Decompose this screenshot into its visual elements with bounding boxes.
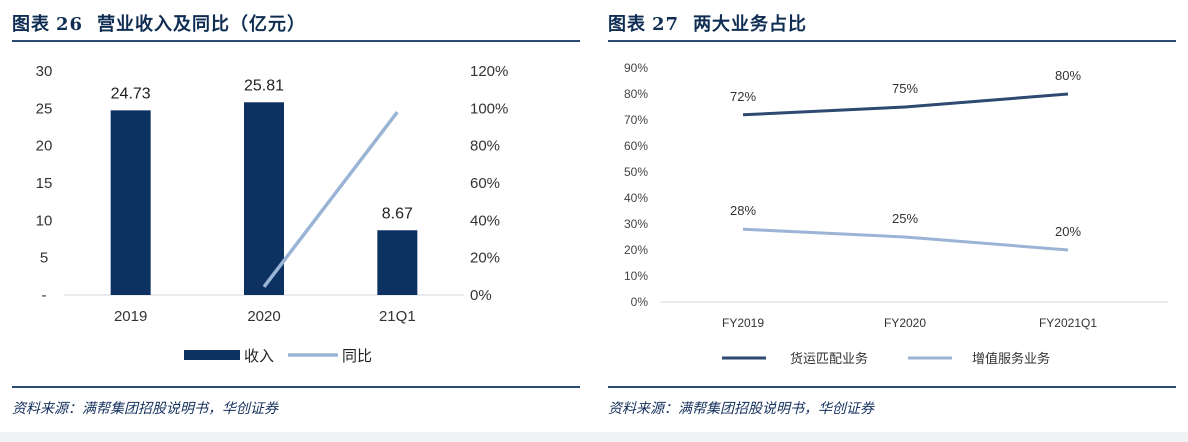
revenue-data-label: 8.67 (382, 205, 413, 222)
revenue-chart: - 5 10 15 20 25 30 0% 20% 40% 60% 80% 100% 120% 24.73 2… (36, 63, 509, 365)
y-tick-label: 70% (624, 113, 648, 127)
left-title-number: 26 (56, 14, 84, 35)
right-chart-panel: 图表 27 两大业务占比 0% 10% 20% 30% 40% 50% 60% 70% 80% 90%… (608, 0, 1176, 430)
x-tick-label: 2020 (247, 308, 280, 325)
y-left-tick-label: 30 (36, 63, 53, 80)
y-tick-label: 0% (631, 295, 649, 309)
y-right-tick-label: 0% (470, 287, 492, 304)
business-share-chart: 0% 10% 20% 30% 40% 50% 60% 70% 80% 90% FY2019 FY202… (624, 61, 1168, 366)
right-bottom-rule (608, 386, 1176, 388)
y-tick-label: 40% (624, 191, 648, 205)
right-title-prefix: 图表 (608, 14, 646, 35)
yoy-growth-line (262, 111, 399, 288)
y-right-tick-label: 40% (470, 212, 500, 229)
y-left-tick-label: - (42, 287, 47, 304)
left-source-note: 资料来源：满帮集团招股说明书，华创证券 (12, 401, 278, 417)
y-tick-label: 30% (624, 217, 648, 231)
share-data-label: 72% (730, 89, 756, 104)
freight-matching-line (742, 92, 1069, 117)
y-tick-label: 90% (624, 61, 648, 75)
y-left-tick-label: 15 (36, 175, 53, 192)
right-chart-title: 图表 27 两大业务占比 (608, 10, 807, 36)
x-tick-label: FY2019 (722, 316, 764, 330)
legend-yoy-label: 同比 (342, 348, 372, 365)
left-bottom-rule (12, 386, 580, 388)
legend-value-added-label: 增值服务业务 (972, 351, 1050, 366)
share-data-label: 20% (1055, 224, 1081, 239)
right-source-note: 资料来源：满帮集团招股说明书，华创证券 (608, 401, 874, 417)
y-left-tick-label: 5 (40, 250, 48, 267)
footer-strip (0, 432, 1188, 442)
share-data-label: 75% (892, 81, 918, 96)
revenue-bar (377, 230, 418, 295)
x-tick-label: FY2021Q1 (1039, 316, 1097, 330)
x-tick-label: 2019 (114, 308, 147, 325)
left-chart-title: 图表 26 营业收入及同比（亿元） (12, 10, 306, 36)
legend-freight-label: 货运匹配业务 (790, 351, 868, 366)
right-title-number: 27 (652, 14, 680, 35)
left-top-rule (12, 40, 580, 42)
right-title-text: 两大业务占比 (693, 14, 808, 35)
share-data-label: 28% (730, 203, 756, 218)
legend-revenue-swatch (184, 350, 240, 360)
revenue-bar (110, 110, 151, 295)
y-right-tick-label: 80% (470, 138, 500, 155)
left-title-prefix: 图表 (12, 14, 50, 35)
share-data-label: 25% (892, 211, 918, 226)
left-title-text: 营业收入及同比（亿元） (97, 14, 307, 35)
y-right-tick-label: 20% (470, 250, 500, 267)
y-left-tick-label: 10 (36, 212, 53, 229)
y-tick-label: 80% (624, 87, 648, 101)
y-right-tick-label: 100% (470, 100, 508, 117)
y-tick-label: 60% (624, 139, 648, 153)
legend-revenue-label: 收入 (244, 348, 274, 365)
y-left-tick-label: 20 (36, 138, 53, 155)
y-right-tick-label: 120% (470, 63, 508, 80)
y-tick-label: 20% (624, 243, 648, 257)
value-added-services-line (742, 227, 1069, 252)
revenue-bar (244, 102, 284, 295)
share-data-label: 80% (1055, 68, 1081, 83)
revenue-data-label: 24.73 (111, 85, 151, 102)
x-tick-label: 21Q1 (379, 308, 416, 325)
y-tick-label: 10% (624, 269, 648, 283)
right-top-rule (608, 40, 1176, 42)
x-tick-label: FY2020 (884, 316, 926, 330)
left-chart-panel: 图表 26 营业收入及同比（亿元） - 5 10 15 20 25 30 0% 20% 40% 60% 8… (12, 0, 580, 430)
y-tick-label: 50% (624, 165, 648, 179)
y-left-tick-label: 25 (36, 100, 53, 117)
y-right-tick-label: 60% (470, 175, 500, 192)
revenue-data-label: 25.81 (244, 77, 284, 94)
